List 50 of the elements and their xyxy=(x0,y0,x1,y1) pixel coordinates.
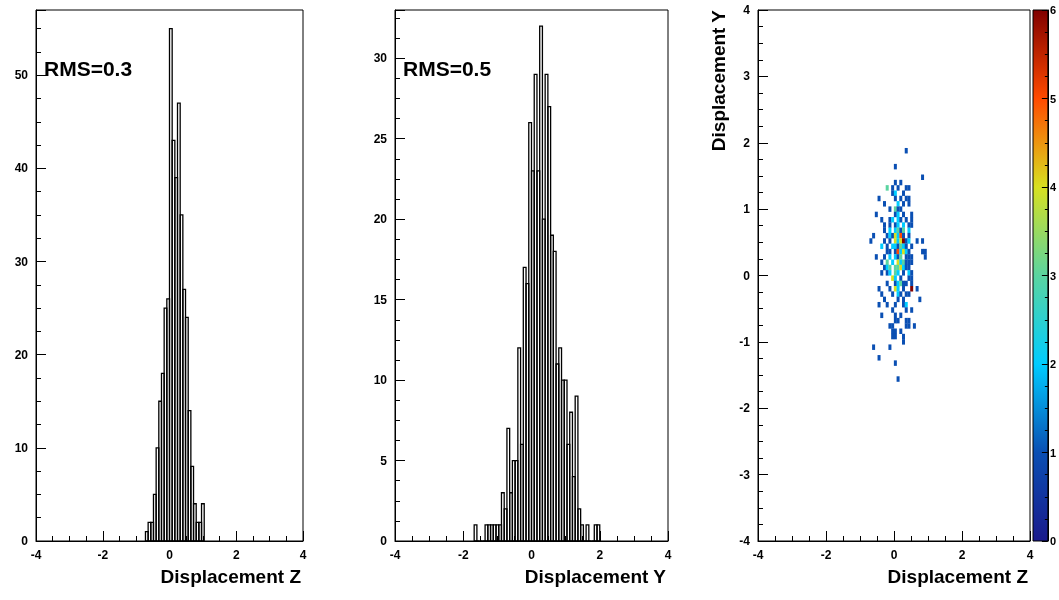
y-tick-label: 4 xyxy=(743,3,751,17)
x-tick-label: -4 xyxy=(752,548,764,562)
x-tick-label: 4 xyxy=(664,548,672,562)
x-tick-label: 0 xyxy=(890,548,898,562)
annotation: RMS=0.5 xyxy=(403,57,492,80)
x-axis-title: Displacement Y xyxy=(524,566,667,587)
color-bar-label: 0 xyxy=(1049,535,1057,547)
x-tick-label: 2 xyxy=(958,548,966,562)
y-tick-label: 20 xyxy=(14,347,29,362)
x-tick-label: -2 xyxy=(820,548,832,562)
y-tick-label: 30 xyxy=(373,51,388,66)
x-tick-label: 4 xyxy=(299,548,307,562)
color-bar-label: 3 xyxy=(1049,269,1057,282)
y-tick-label: 20 xyxy=(373,212,388,227)
y-tick-label: 10 xyxy=(373,373,388,388)
x-tick-label: -2 xyxy=(457,548,469,562)
y-tick-label: 0 xyxy=(21,534,29,548)
y-tick-label: 15 xyxy=(373,292,388,307)
color-bar-label: 5 xyxy=(1049,92,1057,105)
y-tick-label: 5 xyxy=(380,453,388,468)
x-tick-label: 0 xyxy=(528,548,536,562)
x-tick-label: 2 xyxy=(232,548,240,562)
x-tick-label: 0 xyxy=(166,548,174,562)
y-tick-label: 1 xyxy=(743,202,751,217)
x-axis-title: Displacement Z xyxy=(160,566,302,587)
y-tick-label: 30 xyxy=(14,254,29,269)
y-tick-label: -4 xyxy=(739,534,751,548)
y-tick-label: 50 xyxy=(14,68,29,83)
y-tick-label: 0 xyxy=(380,534,388,548)
x-tick-label: 2 xyxy=(596,548,604,562)
color-bar-label: 6 xyxy=(1049,4,1057,16)
y-tick-label: -3 xyxy=(739,467,751,482)
color-bar-label: 2 xyxy=(1049,358,1057,370)
y-tick-label: 2 xyxy=(743,135,751,150)
y-tick-label: -2 xyxy=(739,401,751,416)
y-tick-label: 10 xyxy=(14,440,29,455)
x-tick-label: 4 xyxy=(1026,548,1034,562)
x-axis-title: Displacement Z xyxy=(887,566,1029,587)
y-tick-label: 0 xyxy=(743,268,751,283)
x-tick-label: -4 xyxy=(30,548,42,562)
y-tick-label: 40 xyxy=(14,161,29,176)
y-tick-label: 3 xyxy=(743,69,751,84)
y-tick-label: -1 xyxy=(739,334,751,349)
y-axis-title: Displacement Y xyxy=(708,9,729,152)
color-bar-label: 1 xyxy=(1049,446,1057,459)
y-tick-label: 25 xyxy=(373,131,388,146)
annotation: RMS=0.3 xyxy=(44,57,133,80)
x-tick-label: -2 xyxy=(97,548,109,562)
color-bar-label: 4 xyxy=(1049,181,1057,193)
x-tick-label: -4 xyxy=(389,548,401,562)
